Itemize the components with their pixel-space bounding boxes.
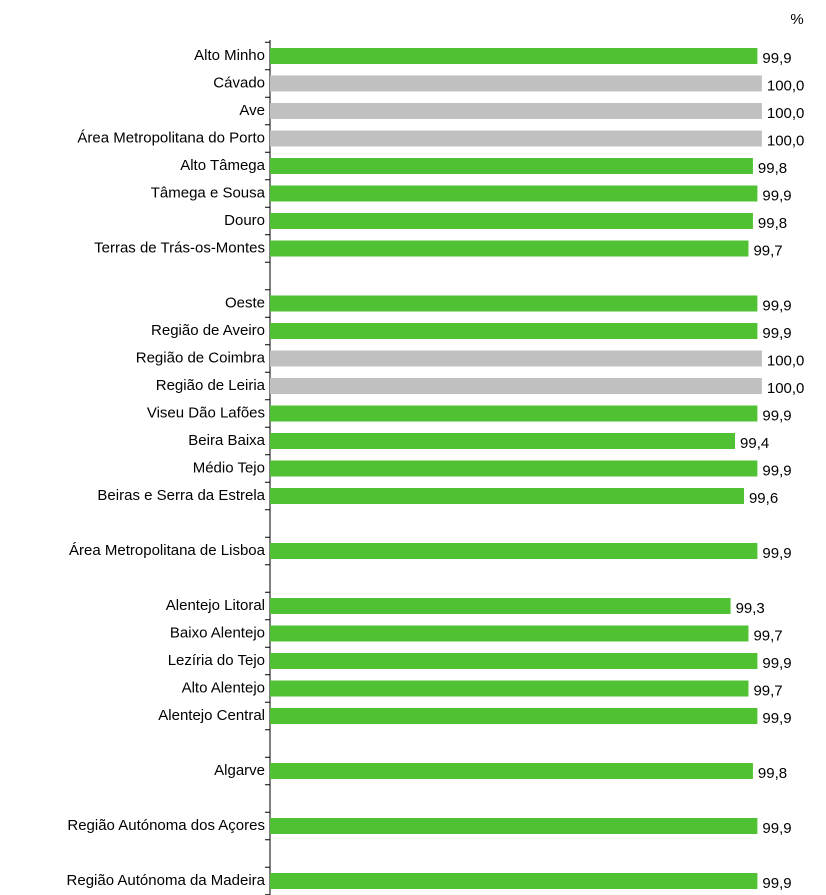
unit-label: % xyxy=(790,11,803,28)
category-label: Lezíria do Tejo xyxy=(168,652,265,669)
category-label: Terras de Trás-os-Montes xyxy=(94,239,265,256)
value-label: 100,0 xyxy=(767,77,805,94)
bar xyxy=(270,433,736,449)
value-label: 99,9 xyxy=(762,710,791,727)
value-label: 99,8 xyxy=(758,215,787,232)
value-label: 100,0 xyxy=(767,352,805,369)
value-label: 99,9 xyxy=(762,50,791,67)
bar xyxy=(270,378,762,394)
value-label: 99,4 xyxy=(740,435,769,452)
value-label: 99,3 xyxy=(736,600,765,617)
value-label: 99,9 xyxy=(762,297,791,314)
bar xyxy=(270,653,758,669)
bar xyxy=(270,543,758,559)
value-label: 99,9 xyxy=(762,875,791,892)
bar xyxy=(270,295,758,312)
category-label: Região de Coimbra xyxy=(136,349,266,366)
bar xyxy=(270,625,749,642)
bar xyxy=(270,873,758,889)
category-label: Douro xyxy=(224,212,265,229)
bar xyxy=(270,240,749,257)
category-label: Tâmega e Sousa xyxy=(151,184,266,201)
bar xyxy=(270,185,758,202)
value-label: 100,0 xyxy=(767,105,805,122)
bar xyxy=(270,48,758,64)
bar xyxy=(270,103,762,119)
bar xyxy=(270,818,758,834)
category-label: Região de Aveiro xyxy=(151,322,265,339)
bar xyxy=(270,323,758,339)
bar xyxy=(270,680,749,697)
bar xyxy=(270,405,758,422)
value-label: 99,9 xyxy=(762,187,791,204)
bar xyxy=(270,158,753,174)
bar xyxy=(270,598,731,614)
value-label: 99,7 xyxy=(753,242,782,259)
value-label: 99,7 xyxy=(753,627,782,644)
bar xyxy=(270,708,758,724)
category-label: Alentejo Central xyxy=(158,707,265,724)
value-label: 99,6 xyxy=(749,490,778,507)
category-label: Alentejo Litoral xyxy=(166,597,265,614)
category-label: Baixo Alentejo xyxy=(170,624,265,641)
category-label: Alto Alentejo xyxy=(182,679,265,696)
category-label: Região de Leiria xyxy=(156,377,266,394)
value-label: 100,0 xyxy=(767,380,805,397)
category-label: Área Metropolitana de Lisboa xyxy=(69,542,266,559)
value-label: 99,7 xyxy=(753,682,782,699)
value-label: 99,8 xyxy=(758,160,787,177)
bar xyxy=(270,75,762,92)
value-label: 99,9 xyxy=(762,462,791,479)
value-label: 99,9 xyxy=(762,407,791,424)
bar xyxy=(270,213,753,229)
category-label: Oeste xyxy=(225,294,265,311)
bar xyxy=(270,350,762,367)
category-label: Alto Tâmega xyxy=(180,157,265,174)
category-label: Beiras e Serra da Estrela xyxy=(97,487,265,504)
category-label: Região Autónoma dos Açores xyxy=(67,817,265,834)
bar xyxy=(270,763,753,779)
bar xyxy=(270,460,758,477)
value-label: 99,9 xyxy=(762,545,791,562)
bar xyxy=(270,488,744,504)
value-label: 99,8 xyxy=(758,765,787,782)
category-label: Área Metropolitana do Porto xyxy=(77,129,265,146)
value-label: 99,9 xyxy=(762,655,791,672)
category-label: Viseu Dão Lafões xyxy=(147,404,265,421)
value-label: 100,0 xyxy=(767,132,805,149)
category-label: Cávado xyxy=(213,74,265,91)
category-label: Alto Minho xyxy=(194,47,265,64)
category-label: Região Autónoma da Madeira xyxy=(67,872,266,889)
value-label: 99,9 xyxy=(762,820,791,837)
category-label: Beira Baixa xyxy=(188,432,265,449)
value-label: 99,9 xyxy=(762,325,791,342)
category-label: Ave xyxy=(239,102,265,119)
category-label: Médio Tejo xyxy=(193,459,265,476)
bar xyxy=(270,130,762,147)
category-label: Algarve xyxy=(214,762,265,779)
